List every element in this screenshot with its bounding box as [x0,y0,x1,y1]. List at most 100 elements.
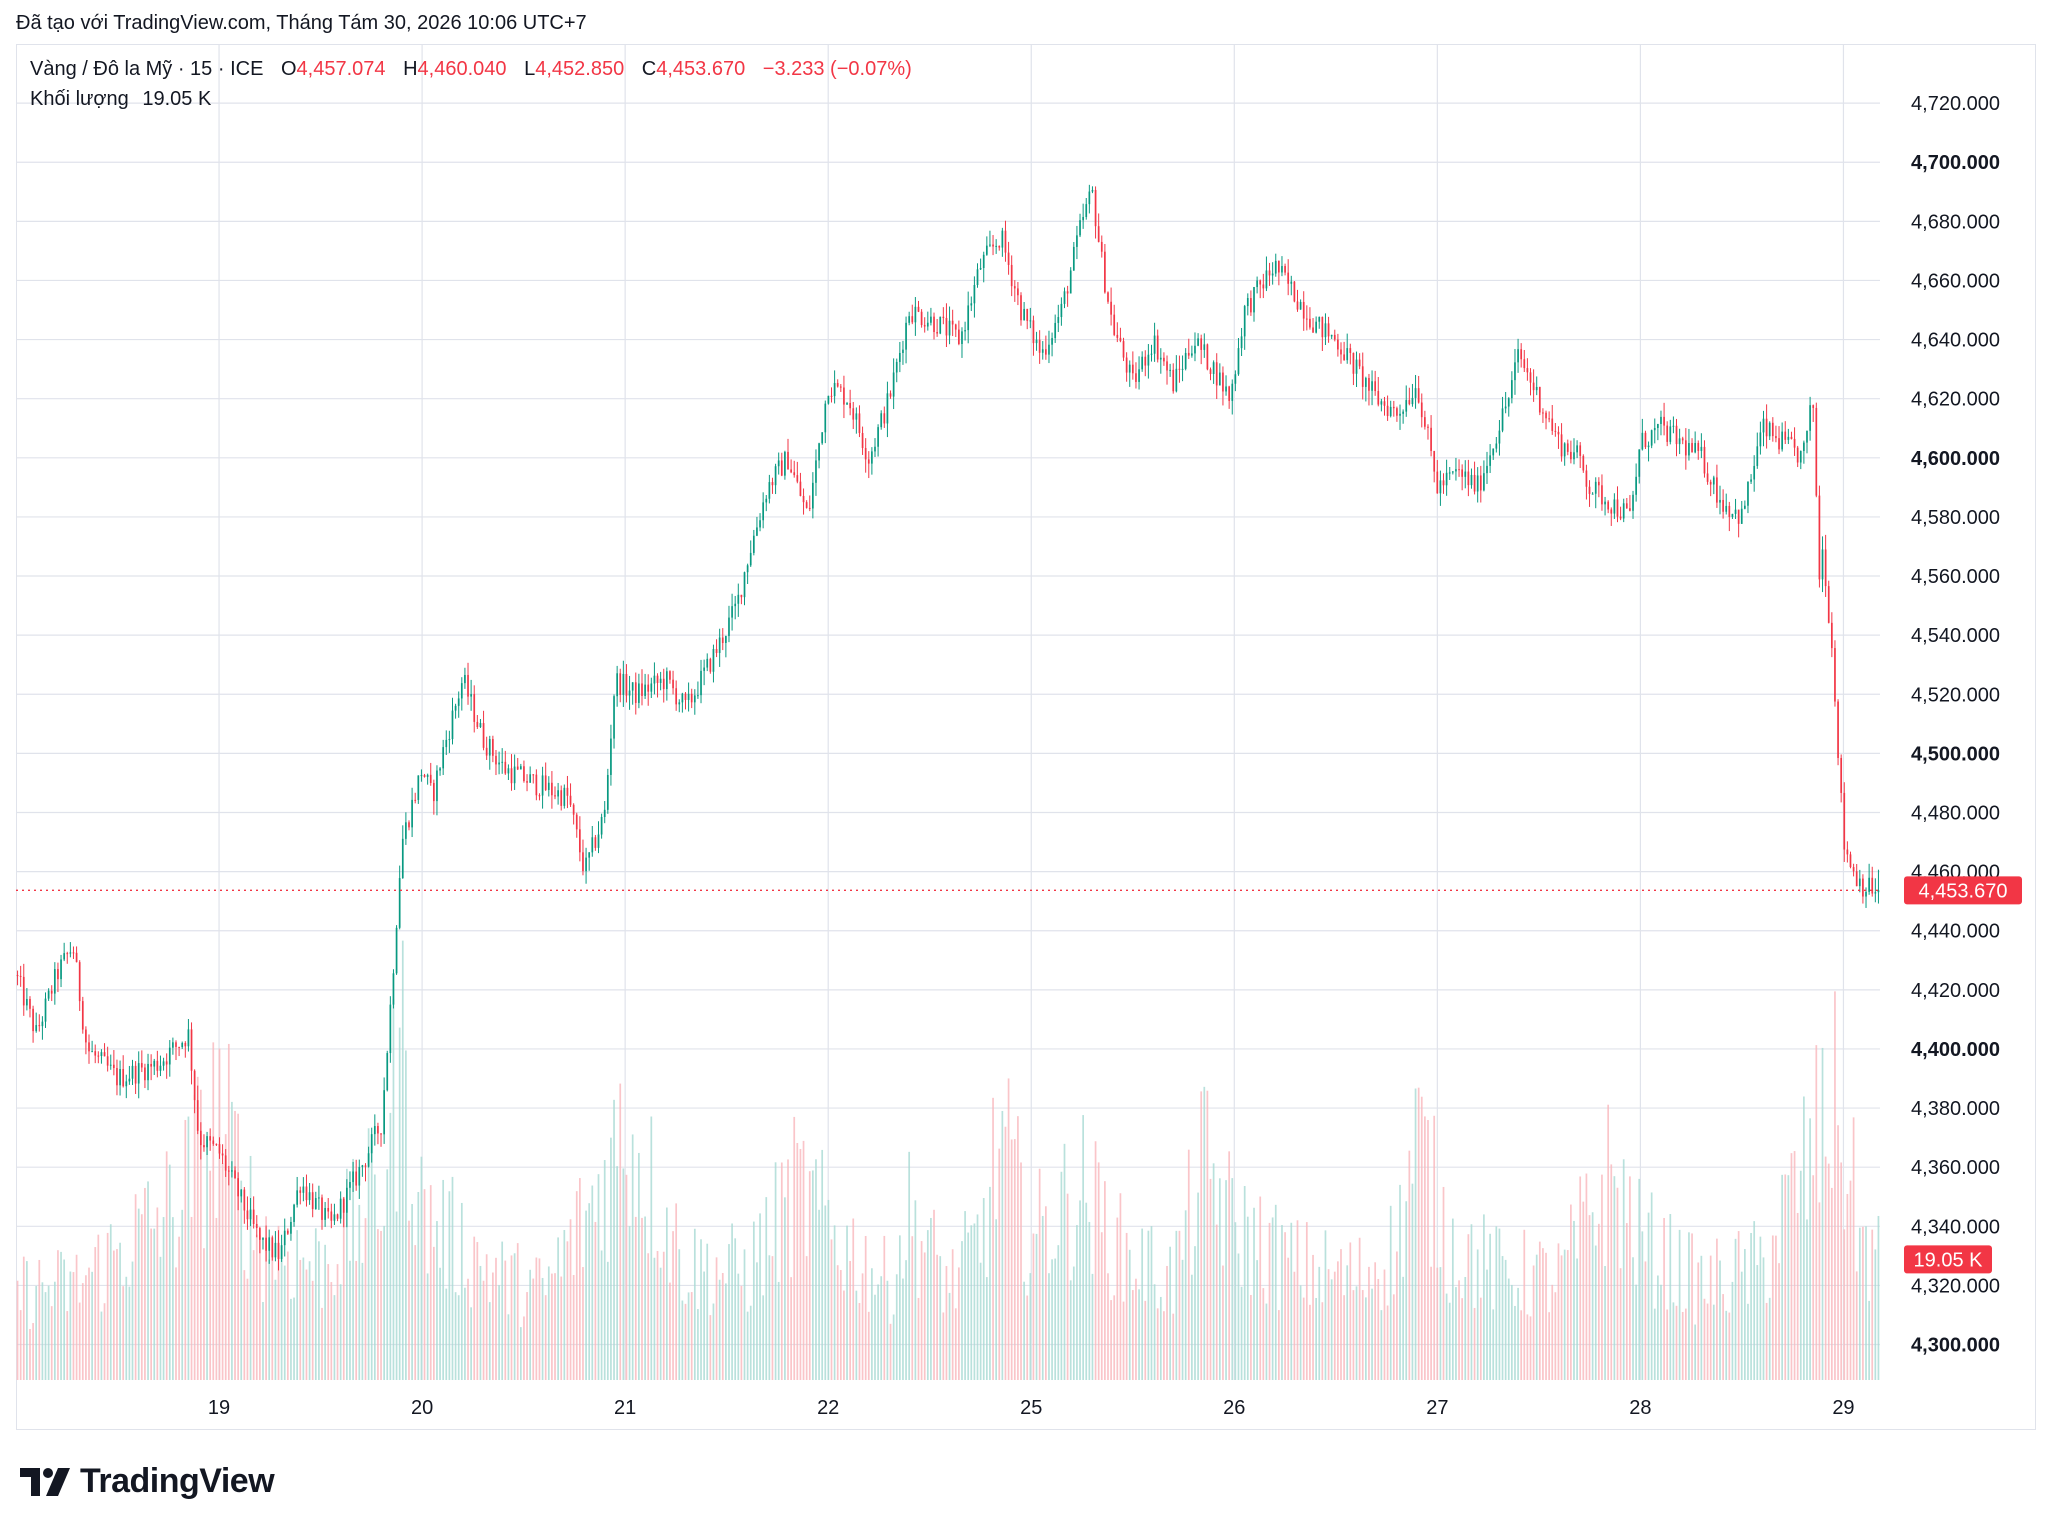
candle [1045,335,1047,360]
volume-bar [827,1199,830,1380]
candle [1744,500,1746,510]
candle-body [1784,431,1787,440]
candle-body [1340,349,1342,355]
volume-bar [665,1207,668,1380]
candle [355,1159,358,1191]
volume-bar [1591,1212,1594,1380]
candle-body [1862,878,1864,897]
candle-body [1405,400,1408,412]
candle [380,1133,382,1147]
candle-body [355,1171,358,1186]
candle [1246,293,1249,316]
volume-bar [1520,1310,1523,1380]
candle [613,694,615,749]
candle [209,1128,212,1151]
candle-body [1694,443,1697,453]
legend-symbol[interactable]: Vàng / Đô la Mỹ · 15 · ICE [30,58,264,80]
candle [1119,327,1122,343]
candle [1079,213,1081,238]
candle-body [445,739,448,748]
candle [193,1069,196,1114]
volume-bar [1396,1251,1398,1380]
volume-bar [1312,1254,1314,1380]
candle-body [796,475,799,482]
volume-bar [911,1236,914,1380]
candle [1545,410,1547,430]
candle [296,1176,299,1208]
candle-body [1038,339,1041,353]
volume-bar [1436,1267,1439,1380]
candle-body [1159,357,1162,360]
candle [342,1197,345,1228]
candle-body [1057,317,1060,323]
candle [756,516,758,537]
volume-bar [1305,1222,1308,1380]
legend-low: 4,452.850 [535,58,625,80]
volume-bar [892,1314,895,1380]
volume-bar [1175,1230,1178,1380]
tradingview-logo-text: TradingView [80,1462,275,1500]
volume-bar [470,1307,472,1380]
candle-body [479,723,482,727]
candle-body [212,1140,215,1144]
candle-body [1349,348,1352,353]
candle-body [162,1061,165,1066]
candle-body [833,382,836,397]
volume-bar [1821,1047,1824,1380]
candle [1013,280,1016,302]
candle [1520,343,1523,368]
candle [759,513,761,532]
volume-bar [196,1076,199,1380]
tradingview-logo[interactable]: TradingView [20,1462,275,1501]
candle-body [1768,422,1771,437]
candle [706,653,709,672]
candle [762,492,765,529]
candle-body [1128,364,1131,373]
volume-bar [1688,1232,1690,1380]
candle [44,992,47,1028]
candle-body [1625,503,1628,509]
candle-body [613,696,615,739]
candle [78,960,81,1011]
candle [1467,459,1470,497]
candle [1840,754,1843,803]
volume-bar [1731,1281,1734,1380]
candle [1038,330,1041,364]
price-axis[interactable]: 4,300.0004,320.0004,340.0004,360.0004,38… [1911,93,2000,1356]
volume-bar [597,1174,600,1380]
candle-body [1557,431,1560,435]
volume-bar [1007,1078,1010,1380]
volume-bar [1001,1110,1004,1380]
volume-bar [948,1292,951,1380]
candle [429,762,432,786]
candle-body [339,1198,342,1219]
volume-bar [1669,1214,1672,1380]
candle-body [1066,291,1069,294]
candle-body [1439,480,1442,494]
candle [684,692,687,710]
volume-bar [1551,1284,1554,1380]
candle [1604,496,1606,516]
volume-bar [895,1274,898,1380]
candle-body [802,495,805,503]
volume-bar [808,1171,811,1380]
volume-bar [1368,1266,1370,1380]
candle-body [656,675,659,683]
candle [1128,360,1131,387]
candle-body [1107,292,1109,302]
candle-body [1315,321,1317,333]
legend-volume-label[interactable]: Khối lượng [30,88,129,110]
volume-bar [203,1248,205,1380]
candle [153,1058,156,1075]
candle-body [252,1209,255,1224]
candle-body [1175,368,1178,392]
candle-body [843,387,845,405]
volume-bar [1299,1285,1302,1380]
candle-body [1402,411,1404,414]
candle-body [1194,345,1196,354]
time-axis[interactable]: 19 20 21 22 25 26 27 28 29 [208,1397,1855,1419]
candle-body [1166,361,1168,371]
volume-bar [1566,1250,1569,1380]
volume-bar [613,1099,615,1380]
